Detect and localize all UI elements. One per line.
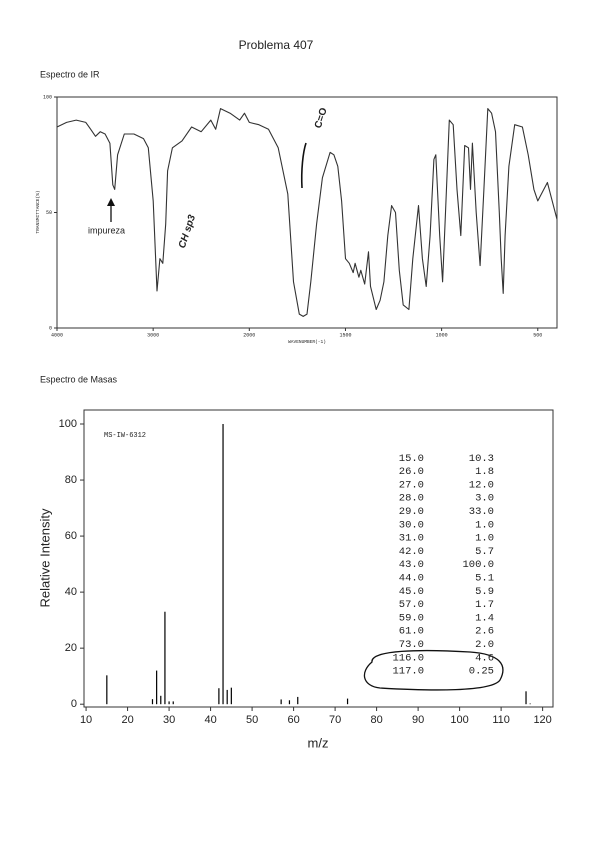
table-mz: 26.0: [399, 466, 424, 478]
peak: [218, 688, 220, 705]
x-tick-label: 80: [370, 714, 382, 726]
peak: [106, 675, 108, 705]
x-tick-label: 2000: [243, 332, 255, 338]
x-tick-label: 10: [80, 714, 92, 726]
peak: [525, 691, 527, 705]
peak: [156, 670, 158, 705]
y-axis-label: TRANSMITTANCE(%): [35, 190, 41, 233]
x-tick-label: 110: [492, 714, 510, 726]
annotation: impureza: [88, 225, 125, 235]
peak: [346, 698, 349, 705]
arrow-head: [107, 198, 115, 206]
x-tick-label: 100: [450, 714, 468, 726]
peak: [288, 700, 291, 705]
x-tick-label: 50: [246, 714, 258, 726]
table-intensity: 2.6: [475, 626, 494, 638]
y-tick-label: 100: [43, 94, 52, 100]
peak: [164, 611, 166, 705]
y-tick-label: 0: [71, 698, 77, 710]
table-mz: 27.0: [399, 479, 424, 491]
peak: [222, 424, 224, 705]
peak: [297, 696, 299, 705]
y-tick-label: 40: [65, 586, 77, 598]
y-tick-label: 20: [65, 642, 77, 654]
x-tick-label: 1500: [339, 332, 351, 338]
x-tick-label: 120: [533, 714, 551, 726]
table-intensity: 100.0: [462, 559, 494, 571]
table-intensity: 12.0: [469, 479, 494, 491]
x-tick-label: 20: [121, 714, 133, 726]
table-intensity: 0.25: [469, 666, 494, 678]
peak: [280, 699, 282, 705]
table-intensity: 1.8: [475, 466, 494, 478]
page-title: Problema 407: [239, 38, 314, 52]
x-axis-label: m/z: [308, 735, 329, 750]
peak: [172, 701, 174, 705]
x-tick-label: 30: [163, 714, 175, 726]
table-mz: 73.0: [399, 639, 424, 651]
peak: [230, 687, 232, 705]
table-intensity: 33.0: [469, 506, 494, 518]
handwritten-line: [300, 142, 307, 189]
spectrum-line: [56, 108, 558, 317]
table-mz: 57.0: [399, 599, 424, 611]
peak: [226, 689, 228, 705]
table-intensity: 5.7: [475, 546, 494, 558]
plot-frame: [83, 409, 554, 708]
table-mz: 29.0: [399, 506, 424, 518]
x-tick-label: 60: [287, 714, 299, 726]
table-intensity: 5.1: [475, 572, 494, 584]
table-mz: 44.0: [399, 572, 424, 584]
y-tick-label: 80: [65, 474, 77, 486]
peak: [160, 695, 162, 705]
table-mz: 42.0: [399, 546, 424, 558]
table-intensity: 1.0: [475, 519, 494, 531]
table-mz: 31.0: [399, 533, 424, 545]
table-intensity: 1.4: [475, 612, 494, 624]
peak: [168, 701, 170, 705]
table-mz: 28.0: [399, 493, 424, 505]
table-intensity: 2.0: [475, 639, 494, 651]
y-tick-label: 50: [46, 210, 52, 216]
table-mz: 116.0: [392, 652, 424, 664]
table-mz: 61.0: [399, 626, 424, 638]
table-mz: 30.0: [399, 519, 424, 531]
table-intensity: 10.3: [469, 453, 494, 465]
x-tick-label: 3000: [147, 332, 159, 338]
peak: [151, 699, 154, 705]
x-tick-label: 4000: [51, 332, 63, 338]
x-tick-label: 70: [329, 714, 341, 726]
table-mz: 15.0: [399, 453, 424, 465]
table-mz: 45.0: [399, 586, 424, 598]
x-tick-label: 40: [204, 714, 216, 726]
y-tick-label: 60: [65, 530, 77, 542]
table-mz: 59.0: [399, 612, 424, 624]
table-intensity: 5.9: [475, 586, 494, 598]
table-intensity: 1.7: [475, 599, 494, 611]
x-tick-label: 500: [533, 332, 542, 338]
y-axis-label: Relative Intensity: [37, 508, 52, 607]
chart-title: Espectro de Masas: [40, 374, 118, 384]
table-mz: 43.0: [399, 559, 424, 571]
y-tick-label: 0: [49, 325, 52, 331]
x-tick-label: 1000: [436, 332, 448, 338]
table-intensity: 3.0: [475, 493, 494, 505]
x-tick-label: 90: [412, 714, 424, 726]
peak: [529, 703, 531, 705]
annotation: MS-IW-6312: [104, 432, 146, 440]
table-intensity: 1.0: [475, 533, 494, 545]
x-axis-label: WAVENUMBER(-1): [288, 339, 326, 345]
chart-title: Espectro de IR: [40, 69, 100, 79]
table-mz: 117.0: [392, 666, 424, 678]
y-tick-label: 100: [59, 418, 77, 430]
handwritten-circle: [363, 649, 504, 691]
table-intensity: 4.6: [475, 652, 494, 664]
